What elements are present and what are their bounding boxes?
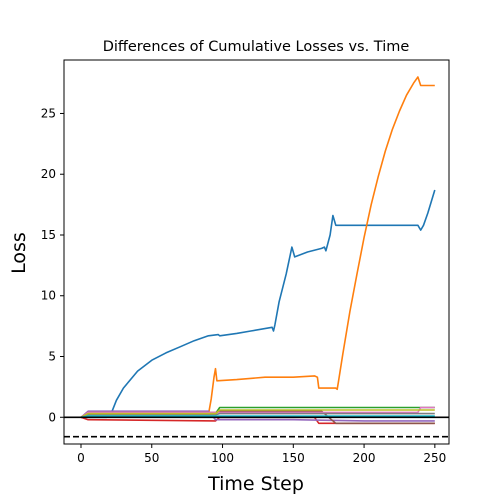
x-tick-label: 200	[353, 451, 376, 465]
series-lines	[81, 77, 435, 423]
y-tick-label: 0	[48, 410, 56, 424]
x-axis-label: Time Step	[207, 473, 304, 495]
y-axis-label: Loss	[8, 232, 30, 274]
y-tick-label: 15	[41, 228, 56, 242]
x-axis-ticks: 0 50 100 150 200 250	[77, 444, 446, 465]
x-tick-label: 0	[77, 451, 85, 465]
y-tick-label: 25	[41, 106, 56, 120]
y-tick-label: 10	[41, 289, 56, 303]
x-tick-label: 250	[423, 451, 446, 465]
chart-title: Differences of Cumulative Losses vs. Tim…	[103, 39, 410, 55]
y-tick-label: 20	[41, 167, 56, 181]
x-tick-label: 50	[144, 451, 159, 465]
series-line-1	[81, 190, 435, 417]
x-tick-label: 150	[282, 451, 305, 465]
y-tick-label: 5	[48, 350, 56, 364]
y-axis-ticks: 0 5 10 15 20 25	[41, 106, 64, 424]
series-line-2	[81, 77, 435, 417]
x-tick-label: 100	[211, 451, 234, 465]
plot-frame	[64, 60, 449, 444]
